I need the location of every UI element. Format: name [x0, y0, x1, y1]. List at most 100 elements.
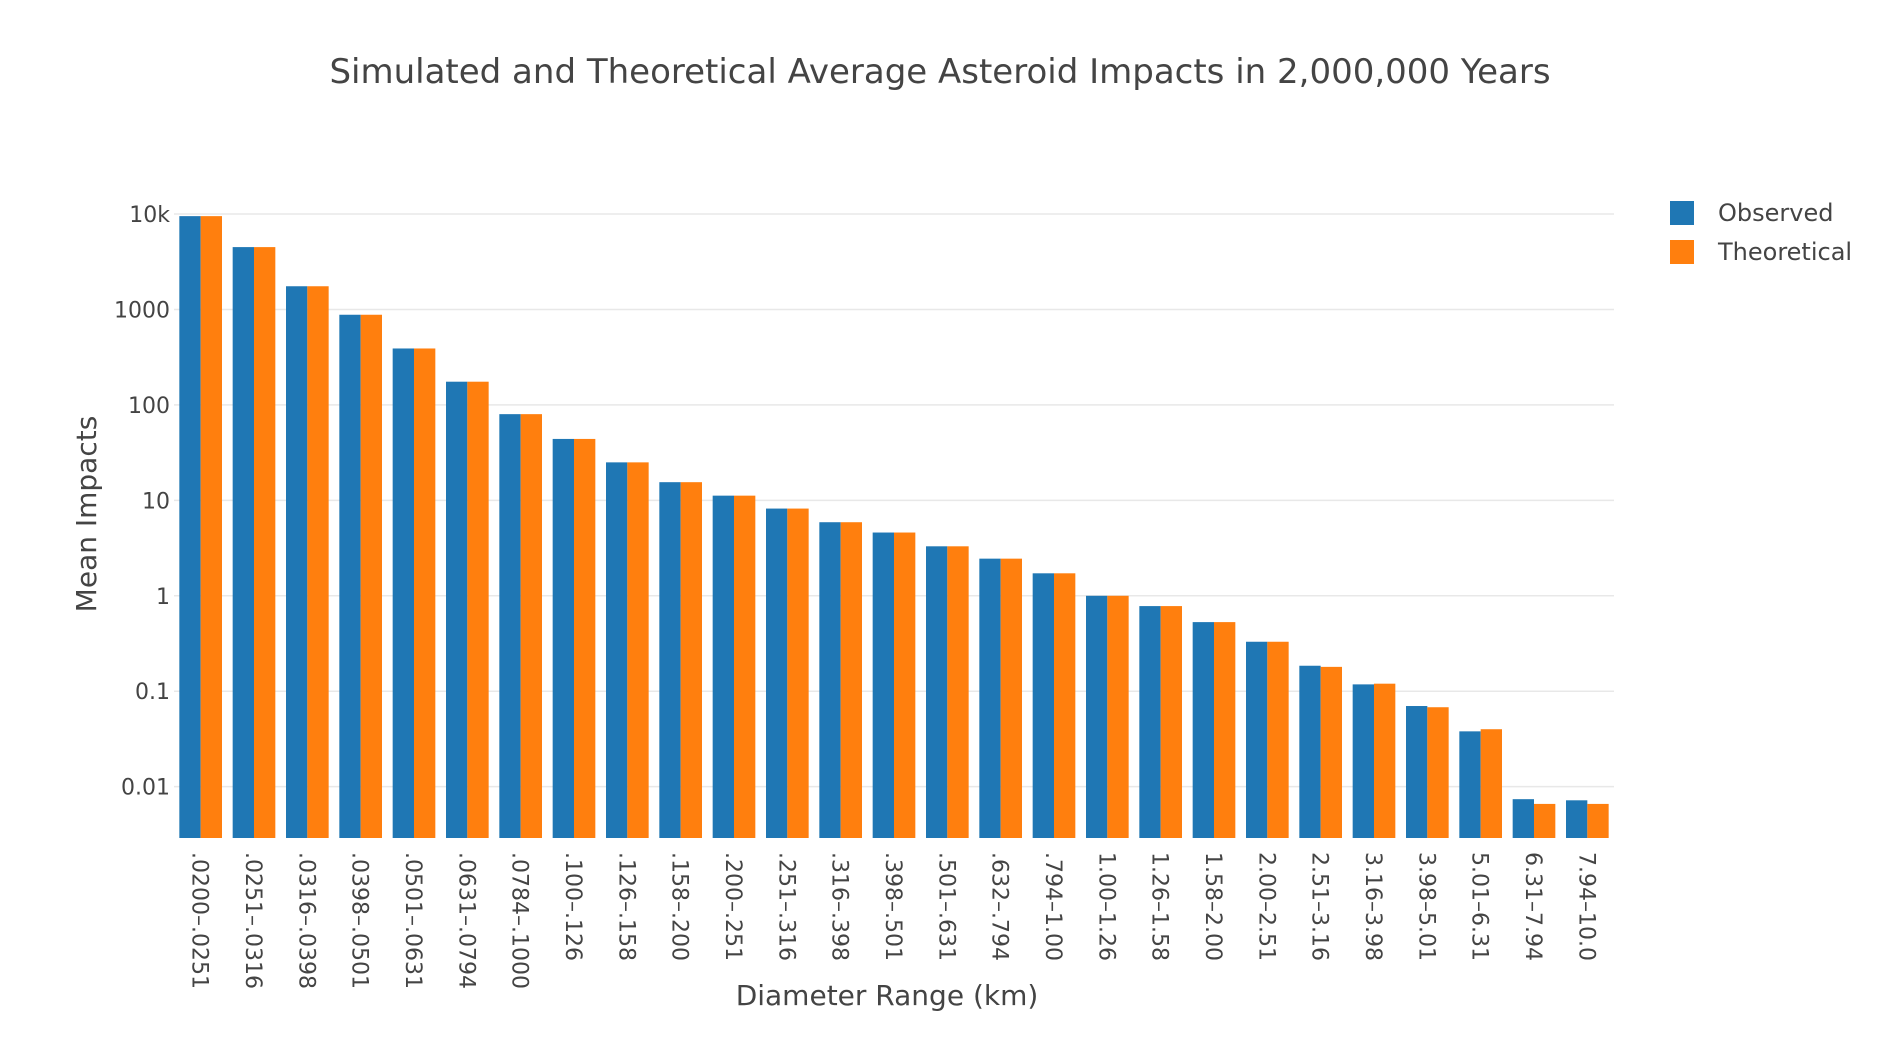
bar-theoretical-7[interactable] — [574, 438, 596, 838]
x-tick-label: .251–.316 — [773, 852, 798, 961]
x-tick-label: .126–.158 — [613, 852, 638, 961]
bar-observed-18[interactable] — [1139, 606, 1161, 838]
x-tick-label: 5.01–6.31 — [1467, 852, 1492, 961]
y-tick-label: 100 — [128, 394, 170, 419]
x-tick-label: 6.31–7.94 — [1520, 852, 1545, 961]
legend[interactable]: Observed Theoretical — [1670, 199, 1852, 266]
x-tick-label: 1.00–1.26 — [1093, 852, 1118, 961]
x-tick-label: 1.58–2.00 — [1200, 852, 1225, 961]
x-tick-label: .0631–.0794 — [453, 852, 478, 989]
x-tick-label: .0398–.0501 — [347, 852, 372, 989]
bar-theoretical-10[interactable] — [734, 495, 756, 838]
bar-theoretical-20[interactable] — [1267, 641, 1289, 838]
bar-observed-21[interactable] — [1299, 665, 1321, 838]
bar-observed-23[interactable] — [1406, 706, 1428, 838]
y-tick-label: 10 — [142, 489, 170, 514]
bar-theoretical-2[interactable] — [307, 286, 329, 838]
x-tick-label: .0784–.1000 — [507, 852, 532, 989]
chart-title: Simulated and Theoretical Average Astero… — [329, 52, 1550, 92]
x-tick-label: .100–.126 — [560, 852, 585, 961]
bar-theoretical-0[interactable] — [200, 216, 222, 838]
bar-theoretical-11[interactable] — [787, 508, 809, 838]
y-tick-label: 1 — [156, 585, 170, 610]
bar-theoretical-9[interactable] — [680, 482, 702, 838]
x-tick-label: 1.26–1.58 — [1147, 852, 1172, 961]
bar-observed-8[interactable] — [606, 462, 628, 838]
bar-theoretical-17[interactable] — [1107, 595, 1129, 838]
bar-observed-10[interactable] — [712, 495, 734, 838]
bar-theoretical-21[interactable] — [1320, 666, 1342, 838]
x-tick-label: 3.16–3.98 — [1360, 852, 1385, 961]
y-axis-title: Mean Impacts — [70, 416, 103, 613]
bar-observed-13[interactable] — [872, 532, 894, 838]
bar-theoretical-16[interactable] — [1054, 573, 1076, 838]
y-axis-ticks: 0.01 0.1 1 10 100 1000 10k — [114, 203, 170, 801]
bar-observed-1[interactable] — [232, 247, 254, 839]
bar-theoretical-24[interactable] — [1480, 729, 1502, 838]
bar-theoretical-5[interactable] — [467, 381, 489, 838]
bar-theoretical-26[interactable] — [1587, 803, 1609, 838]
bar-observed-2[interactable] — [286, 286, 308, 838]
bar-theoretical-15[interactable] — [1000, 558, 1022, 838]
bar-observed-6[interactable] — [499, 414, 521, 838]
bar-theoretical-13[interactable] — [894, 532, 916, 838]
bar-observed-22[interactable] — [1352, 684, 1374, 838]
bar-observed-7[interactable] — [552, 438, 574, 838]
bar-theoretical-22[interactable] — [1374, 683, 1396, 838]
bar-observed-15[interactable] — [979, 558, 1001, 838]
legend-label-theoretical: Theoretical — [1717, 238, 1852, 266]
x-tick-label: 7.94–10.0 — [1573, 852, 1598, 961]
x-tick-label: .0501–.0631 — [400, 852, 425, 989]
legend-item-observed[interactable]: Observed — [1670, 199, 1833, 227]
bar-theoretical-14[interactable] — [947, 546, 969, 838]
bar-theoretical-25[interactable] — [1534, 803, 1556, 838]
x-tick-label: .0251–.0316 — [240, 852, 265, 989]
x-tick-label: .0316–.0398 — [293, 852, 318, 989]
bar-theoretical-18[interactable] — [1160, 606, 1182, 838]
bar-observed-4[interactable] — [392, 348, 414, 838]
x-tick-label: .200–.251 — [720, 852, 745, 961]
x-tick-label: .501–.631 — [933, 852, 958, 961]
bar-observed-25[interactable] — [1512, 799, 1534, 838]
bar-observed-19[interactable] — [1192, 622, 1214, 838]
bar-observed-20[interactable] — [1246, 641, 1268, 838]
bar-theoretical-23[interactable] — [1427, 707, 1449, 838]
y-tick-label: 0.1 — [135, 680, 170, 705]
x-axis-ticks: .0200–.0251 .0251–.0316 .0316–.0398 .0398–.… — [187, 852, 1599, 989]
bar-theoretical-6[interactable] — [520, 414, 542, 838]
x-tick-label: .794–1.00 — [1040, 852, 1065, 961]
x-tick-label: .316–.398 — [827, 852, 852, 961]
bar-observed-16[interactable] — [1032, 573, 1054, 838]
bar-observed-12[interactable] — [819, 522, 841, 838]
x-tick-label: .0200–.0251 — [187, 852, 212, 989]
bar-theoretical-12[interactable] — [840, 522, 862, 838]
y-tick-label: 0.01 — [121, 776, 170, 801]
x-axis-title: Diameter Range (km) — [736, 979, 1039, 1012]
bar-observed-5[interactable] — [446, 381, 468, 838]
bar-observed-11[interactable] — [766, 508, 788, 838]
bar-theoretical-3[interactable] — [360, 314, 382, 838]
x-tick-label: 2.00–2.51 — [1253, 852, 1278, 961]
x-tick-label: .632–.794 — [987, 852, 1012, 961]
bar-observed-0[interactable] — [179, 216, 201, 838]
y-tick-label: 1000 — [114, 298, 170, 323]
bar-observed-14[interactable] — [926, 546, 948, 838]
bar-observed-9[interactable] — [659, 482, 681, 838]
x-tick-label: 2.51–3.16 — [1307, 852, 1332, 961]
legend-label-observed: Observed — [1718, 199, 1833, 227]
legend-item-theoretical[interactable]: Theoretical — [1670, 238, 1852, 266]
bar-theoretical-19[interactable] — [1214, 622, 1236, 838]
bar-layer — [179, 216, 1609, 839]
bar-observed-24[interactable] — [1459, 731, 1481, 838]
x-tick-label: .398–.501 — [880, 852, 905, 961]
bar-theoretical-8[interactable] — [627, 462, 649, 838]
x-tick-label: .158–.200 — [667, 852, 692, 961]
bar-observed-3[interactable] — [339, 314, 361, 838]
bar-theoretical-4[interactable] — [414, 348, 436, 838]
bar-observed-17[interactable] — [1086, 595, 1108, 838]
bar-observed-26[interactable] — [1566, 800, 1588, 838]
legend-swatch-theoretical — [1670, 240, 1694, 264]
x-tick-label: 3.98–5.01 — [1413, 852, 1438, 961]
bar-theoretical-1[interactable] — [254, 247, 276, 839]
